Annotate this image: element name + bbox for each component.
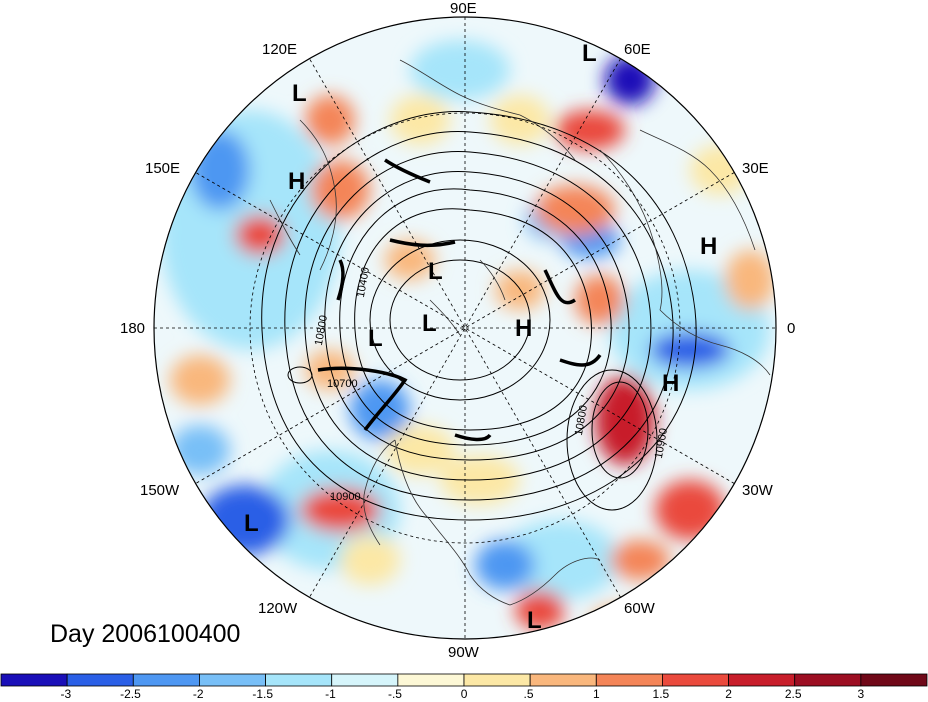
colorbar-swatch [132,673,200,687]
jet-stream-features [317,158,602,442]
colorbar-tick-label: -2 [192,687,204,701]
colorbar-tick-label: -2.5 [120,687,141,701]
colorbar-tick-label: -1 [325,687,336,701]
lon-label-120e: 120E [262,41,298,58]
lon-label-150e: 150E [145,160,181,177]
colorbar-swatch [331,673,399,687]
pressure-system-low: L [422,310,437,337]
lon-label-60e: 60E [624,41,651,58]
colorbar-tick-label: 2.5 [784,687,802,701]
polar-stereographic-map: 10400 10800 10700 10800 10900 10900 [153,16,777,640]
colorbar-swatch [728,673,796,687]
pressure-system-low: L [527,607,542,634]
lon-label-60w: 60W [624,600,655,617]
colorbar-tick-label: -3 [60,687,72,701]
lon-label-90w: 90W [448,644,479,661]
colorbar-swatch [199,673,266,687]
day-label: Day 2006100400 [50,620,241,648]
map-frame [153,16,777,640]
contour-label: 10700 [327,378,358,390]
graticule [154,17,776,639]
colorbar-swatch [595,673,663,687]
contour-label: 10800 [313,314,330,346]
lon-label-150w: 150W [140,482,180,499]
contour-label: 10900 [653,427,670,459]
pressure-system-low: L [244,510,259,537]
colorbar-tick-label: 2 [725,687,732,701]
lon-label-30w: 30W [742,482,773,499]
pressure-system-low: L [292,80,307,107]
contour-label: 10800 [573,404,590,436]
pressure-system-low: L [428,258,443,285]
colorbar-swatch [463,673,531,687]
colorbar-tick-label: 1 [592,687,600,701]
height-contours [261,111,697,521]
lon-label-180: 180 [120,320,146,337]
lon-label-120w: 120W [258,600,298,617]
colorbar-swatch [397,673,465,687]
pressure-system-high: H [288,168,306,195]
pressure-system-high: H [700,233,718,260]
colorbar [0,673,928,687]
colorbar-swatch [66,673,134,687]
contour-label: 10400 [355,266,372,298]
colorbar-tick-label: -.5 [387,687,402,701]
colorbar-swatch [0,673,68,687]
pressure-system-high: H [662,370,680,397]
contour-label: 10900 [330,491,361,503]
pressure-system-low: L [582,40,597,67]
colorbar-tick-label: 0 [460,687,468,701]
contour-label-group: 10400 10800 10700 10800 10900 10900 [313,266,670,503]
colorbar-swatch [794,673,862,687]
lon-label-0: 0 [787,320,796,337]
colorbar-tick-label: -1.5 [252,687,274,701]
colorbar-tick-label: .5 [523,687,534,701]
colorbar-swatch [265,673,333,687]
colorbar-tick-label: 1.5 [652,687,670,701]
colorbar-tick-label: 3 [857,687,865,701]
pressure-system-low: L [368,325,383,352]
colorbar-swatch [662,673,729,687]
coastlines [269,59,771,606]
pressure-system-high: H [515,315,533,342]
colorbar-swatch [860,673,928,687]
colorbar-swatch [529,673,597,687]
lon-label-30e: 30E [742,160,769,177]
lon-label-90e: 90E [450,0,477,17]
